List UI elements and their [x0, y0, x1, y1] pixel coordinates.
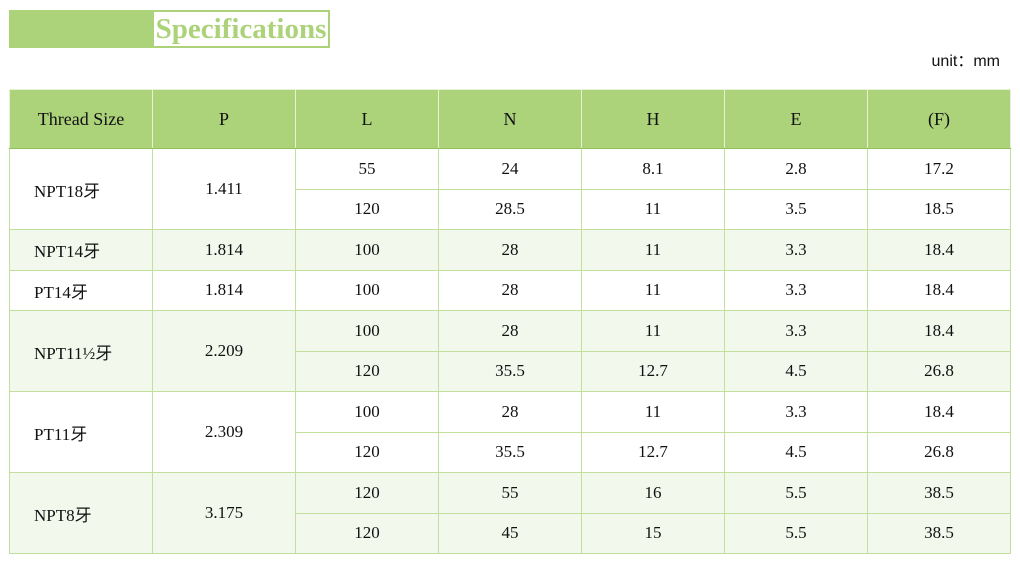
f-cell: 26.8	[867, 431, 1011, 473]
l-cell: 120	[295, 350, 439, 392]
f-cell: 18.4	[867, 269, 1011, 311]
e-cell: 3.5	[724, 188, 868, 230]
h-cell: 12.7	[581, 431, 725, 473]
column-header: Thread Size	[9, 89, 153, 149]
p-cell: 2.209	[152, 310, 296, 392]
e-cell: 5.5	[724, 512, 868, 554]
n-cell: 24	[438, 148, 582, 190]
l-cell: 100	[295, 229, 439, 271]
e-cell: 4.5	[724, 431, 868, 473]
h-cell: 11	[581, 269, 725, 311]
n-cell: 28	[438, 229, 582, 271]
page-title: Specifications	[152, 10, 330, 48]
h-cell: 11	[581, 391, 725, 433]
table-row: 120 35.5 12.7 4.5 26.8	[10, 431, 1011, 473]
p-cell: 3.175	[152, 472, 296, 554]
table-row: NPT8牙 3.175 120 55 16 5.5 38.5	[9, 472, 1011, 554]
f-cell: 18.4	[867, 391, 1011, 433]
e-cell: 4.5	[724, 350, 868, 392]
l-cell: 100	[295, 269, 439, 311]
l-cell: 120	[295, 472, 439, 514]
thread-size-cell: NPT11½牙	[9, 310, 153, 392]
e-cell: 3.3	[724, 310, 868, 352]
f-cell: 17.2	[867, 148, 1011, 190]
h-cell: 11	[581, 229, 725, 271]
table-row: PT11牙 2.309 100 28 11 3.3 18.4	[9, 391, 1011, 473]
n-cell: 28.5	[438, 188, 582, 230]
e-cell: 3.3	[724, 229, 868, 271]
p-cell: 1.814	[152, 229, 296, 271]
l-cell: 100	[295, 310, 439, 352]
p-cell: 1.814	[152, 269, 296, 311]
table-row: 120 28.5 11 3.5 18.5	[10, 188, 1011, 230]
p-cell: 1.411	[152, 148, 296, 230]
n-cell: 28	[438, 269, 582, 311]
thread-size-cell: PT11牙	[9, 391, 153, 473]
h-cell: 15	[581, 512, 725, 554]
h-cell: 12.7	[581, 350, 725, 392]
f-cell: 18.5	[867, 188, 1011, 230]
h-cell: 16	[581, 472, 725, 514]
e-cell: 3.3	[724, 391, 868, 433]
l-cell: 120	[295, 431, 439, 473]
f-cell: 18.4	[867, 229, 1011, 271]
f-cell: 18.4	[867, 310, 1011, 352]
l-cell: 120	[295, 188, 439, 230]
h-cell: 11	[581, 310, 725, 352]
n-cell: 45	[438, 512, 582, 554]
n-cell: 28	[438, 310, 582, 352]
thread-size-cell: PT14牙	[9, 269, 153, 311]
l-cell: 55	[295, 148, 439, 190]
table-row: NPT11½牙 2.209 100 28 11 3.3 18.4	[9, 310, 1011, 392]
n-cell: 35.5	[438, 431, 582, 473]
unit-label: unit：mm	[931, 53, 1000, 70]
table-row: 120 35.5 12.7 4.5 26.8	[10, 350, 1011, 392]
l-cell: 120	[295, 512, 439, 554]
table-row: 120 45 15 5.5 38.5	[10, 512, 1011, 554]
column-header: L	[295, 89, 439, 149]
p-cell: 2.309	[152, 391, 296, 473]
n-cell: 28	[438, 391, 582, 433]
column-header: N	[438, 89, 582, 149]
thread-size-cell: NPT8牙	[9, 472, 153, 554]
column-header: P	[152, 89, 296, 149]
h-cell: 11	[581, 188, 725, 230]
table-row: NPT18牙 1.411 55 24 8.1 2.8 17.2	[9, 148, 1011, 230]
table-row: NPT14牙 1.814 100 28 11 3.3 18.4	[9, 229, 1011, 271]
column-header: (F)	[867, 89, 1011, 149]
thread-size-cell: NPT18牙	[9, 148, 153, 230]
specifications-table: Thread Size P L N H E (F) NPT18牙 1.411 55 24 8.1 2.…	[9, 89, 1011, 554]
l-cell: 100	[295, 391, 439, 433]
f-cell: 38.5	[867, 512, 1011, 554]
table-header-row: Thread Size P L N H E (F)	[9, 89, 1011, 149]
e-cell: 3.3	[724, 269, 868, 311]
n-cell: 55	[438, 472, 582, 514]
column-header: E	[724, 89, 868, 149]
e-cell: 5.5	[724, 472, 868, 514]
thread-size-cell: NPT14牙	[9, 229, 153, 271]
e-cell: 2.8	[724, 148, 868, 190]
h-cell: 8.1	[581, 148, 725, 190]
table-row: PT14牙 1.814 100 28 11 3.3 18.4	[9, 269, 1011, 311]
f-cell: 26.8	[867, 350, 1011, 392]
title-accent-block	[9, 10, 152, 48]
n-cell: 35.5	[438, 350, 582, 392]
column-header: H	[581, 89, 725, 149]
f-cell: 38.5	[867, 472, 1011, 514]
